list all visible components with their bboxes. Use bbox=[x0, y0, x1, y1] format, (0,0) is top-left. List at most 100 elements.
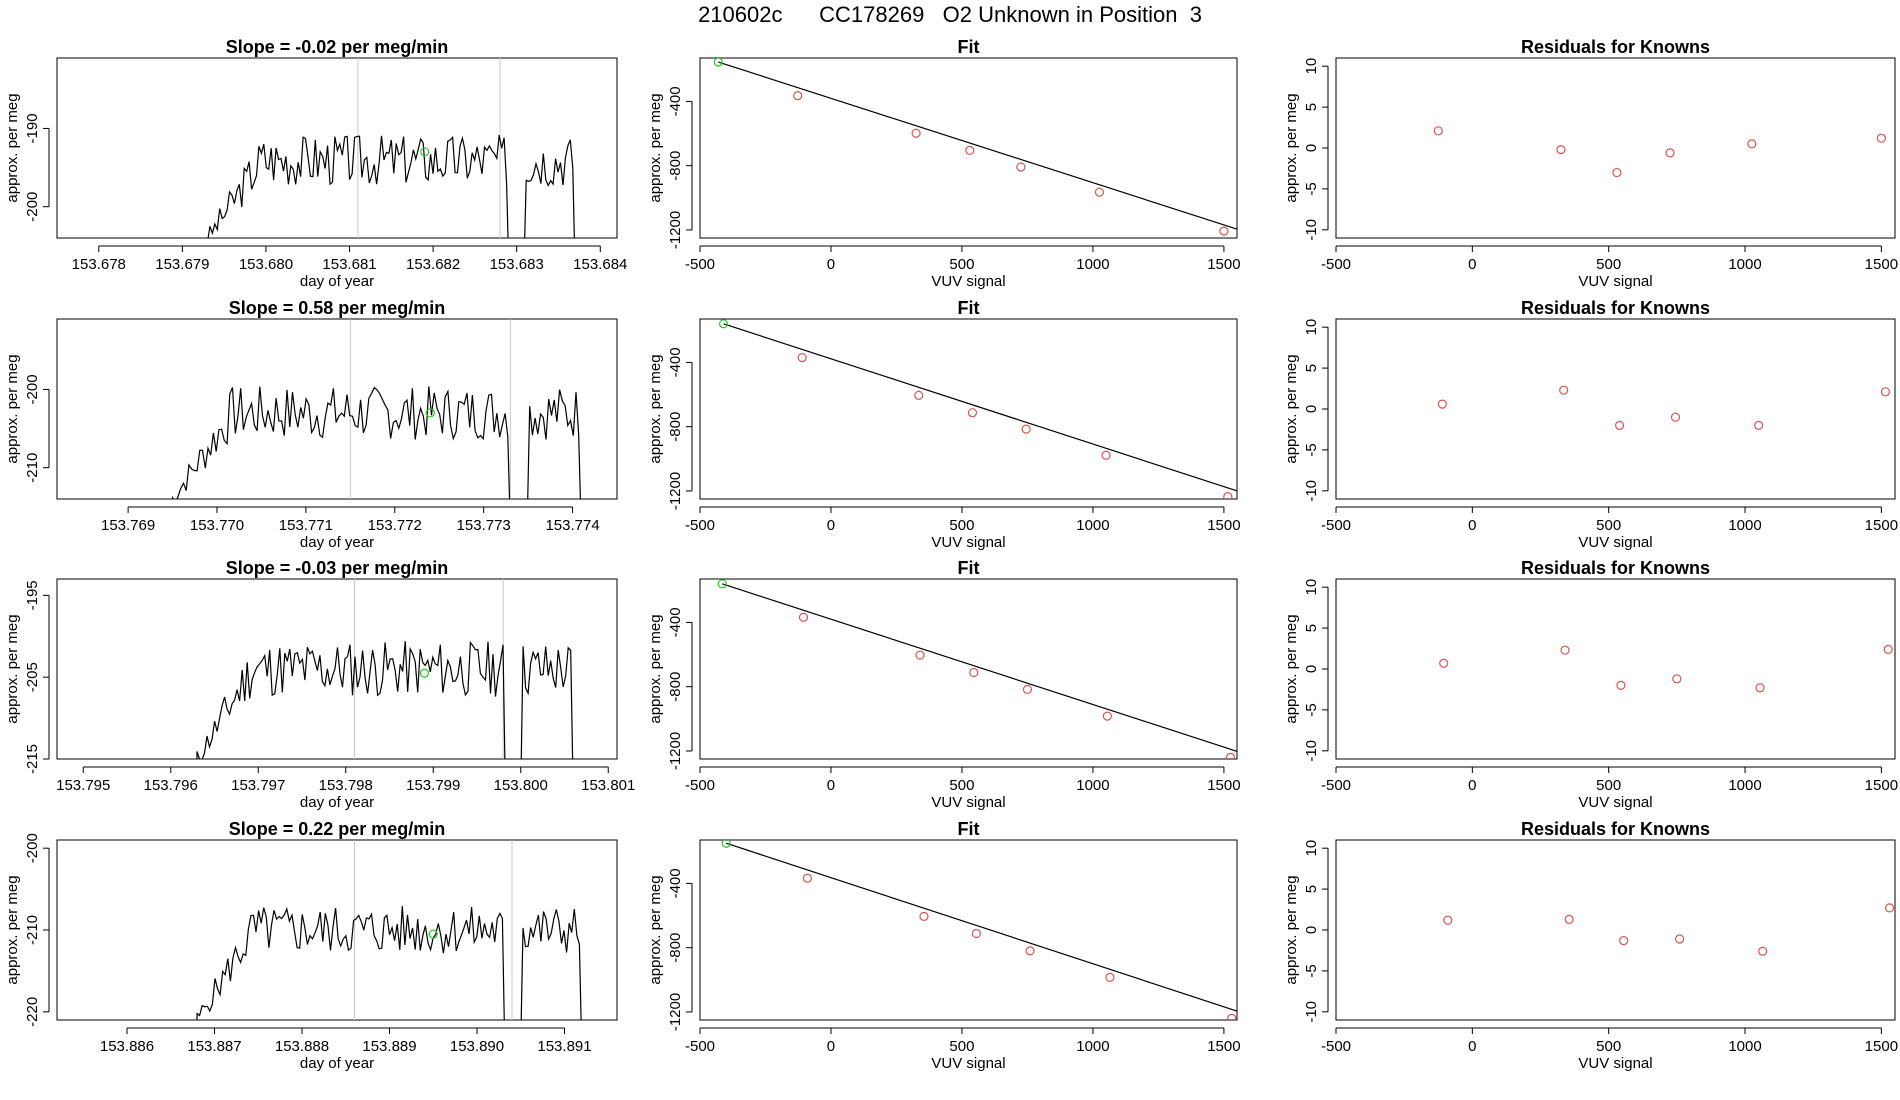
x-tick-label: 153.678 bbox=[72, 256, 126, 273]
x-tick-label: 153.888 bbox=[275, 1038, 329, 1055]
y-tick-label: -5 bbox=[1303, 703, 1320, 716]
x-tick-label: 0 bbox=[1468, 1038, 1476, 1055]
x-tick-label: 1500 bbox=[1865, 517, 1898, 534]
known-point bbox=[914, 390, 924, 400]
y-axis-label: approx. per meg bbox=[647, 614, 664, 723]
y-tick-label: -1200 bbox=[667, 211, 684, 249]
y-axis-label: approx. per meg bbox=[1283, 875, 1300, 984]
time-series-line bbox=[207, 134, 575, 238]
known-point bbox=[802, 873, 813, 883]
residual-point bbox=[1665, 148, 1675, 158]
residual-point bbox=[1439, 658, 1449, 668]
unknown-point bbox=[713, 58, 723, 67]
plot-frame bbox=[1335, 57, 1896, 239]
known-point bbox=[1025, 946, 1035, 956]
x-axis-label: VUV signal bbox=[1578, 273, 1652, 290]
residual-point bbox=[1880, 387, 1891, 397]
panel-title: Fit bbox=[958, 37, 980, 57]
residual-point bbox=[1614, 420, 1625, 430]
y-tick-label: -190 bbox=[24, 113, 41, 143]
residual-point bbox=[1559, 385, 1569, 395]
x-tick-label: 153.797 bbox=[231, 777, 285, 794]
x-axis-label: VUV signal bbox=[931, 794, 1005, 811]
x-tick-label: 1500 bbox=[1207, 777, 1240, 794]
plot-frame bbox=[699, 839, 1238, 1021]
plot-frame bbox=[1335, 839, 1896, 1021]
x-tick-label: 153.796 bbox=[144, 777, 198, 794]
x-tick-label: 500 bbox=[949, 1038, 974, 1055]
known-point bbox=[798, 612, 809, 622]
y-tick-label: -10 bbox=[1303, 219, 1320, 241]
known-point bbox=[1016, 162, 1026, 172]
x-tick-label: 1500 bbox=[1865, 256, 1898, 273]
panel-title: Residuals for Knowns bbox=[1521, 819, 1710, 839]
unknown-point bbox=[721, 840, 731, 848]
x-tick-label: 500 bbox=[949, 517, 974, 534]
y-tick-label: 10 bbox=[1303, 58, 1320, 75]
x-tick-label: 1500 bbox=[1865, 1038, 1898, 1055]
panel-title: Slope = -0.03 per meg/min bbox=[226, 558, 449, 578]
x-tick-label: 1000 bbox=[1076, 1038, 1109, 1055]
known-point bbox=[971, 928, 981, 939]
x-tick-label: 0 bbox=[1468, 256, 1476, 273]
known-point bbox=[1022, 684, 1033, 695]
panel-2-3: Residuals for Knowns -500 0 500 1000 1500 VUV … bbox=[1283, 298, 1898, 551]
x-tick-label: 153.683 bbox=[490, 256, 544, 273]
y-tick-label: -400 bbox=[667, 868, 684, 898]
plot-frame bbox=[1335, 318, 1896, 500]
known-point bbox=[969, 667, 979, 678]
panel-3-3: Residuals for Knowns -500 0 500 1000 1500 VUV … bbox=[1283, 558, 1898, 811]
x-tick-label: 0 bbox=[827, 1038, 835, 1055]
x-tick-label: 1000 bbox=[1728, 777, 1761, 794]
y-tick-label: -10 bbox=[1303, 740, 1320, 762]
known-point bbox=[911, 128, 921, 138]
x-tick-label: 153.801 bbox=[581, 777, 635, 794]
x-axis-label: VUV signal bbox=[1578, 794, 1652, 811]
y-tick-label: -400 bbox=[667, 347, 684, 377]
x-tick-label: 153.773 bbox=[457, 517, 511, 534]
x-tick-label: 500 bbox=[949, 777, 974, 794]
x-tick-label: -500 bbox=[685, 256, 715, 273]
y-tick-label: -5 bbox=[1303, 443, 1320, 456]
plot-area bbox=[713, 58, 1237, 236]
y-axis-label: approx. per meg bbox=[4, 93, 21, 202]
residual-point bbox=[1612, 167, 1622, 178]
x-axis-label: day of year bbox=[300, 1055, 374, 1072]
x-tick-label: -500 bbox=[685, 777, 715, 794]
y-tick-label: -210 bbox=[24, 915, 41, 945]
y-tick-label: -220 bbox=[24, 997, 41, 1027]
time-series-line bbox=[196, 641, 574, 759]
residual-point bbox=[1758, 946, 1768, 956]
plot-frame bbox=[1335, 578, 1896, 760]
y-tick-label: -10 bbox=[1303, 1001, 1320, 1023]
x-tick-label: -500 bbox=[685, 517, 715, 534]
panel-title: Fit bbox=[958, 819, 980, 839]
y-tick-label: -800 bbox=[667, 933, 684, 963]
y-tick-label: -200 bbox=[24, 833, 41, 863]
fit-line bbox=[726, 842, 1237, 1012]
panel-4-1: Slope = 0.22 per meg/min 153.886 153.887 15… bbox=[4, 819, 618, 1072]
panel-title: Fit bbox=[958, 558, 980, 578]
x-tick-label: -500 bbox=[685, 1038, 715, 1055]
known-point bbox=[1223, 491, 1233, 499]
unknown-point bbox=[718, 319, 729, 329]
y-tick-label: 10 bbox=[1303, 319, 1320, 336]
plot-frame bbox=[56, 839, 618, 1021]
plot-area bbox=[207, 58, 575, 238]
x-axis-label: day of year bbox=[300, 534, 374, 551]
y-tick-label: 5 bbox=[1303, 103, 1320, 111]
y-tick-label: -800 bbox=[667, 151, 684, 181]
known-point bbox=[1102, 711, 1112, 721]
y-tick-label: -210 bbox=[24, 453, 41, 483]
x-axis-label: VUV signal bbox=[931, 534, 1005, 551]
panel-1-3: Residuals for Knowns -500 0 500 1000 1500 VUV … bbox=[1283, 37, 1898, 290]
unknown-point bbox=[420, 147, 430, 157]
x-tick-label: 153.771 bbox=[279, 517, 333, 534]
x-axis-label: day of year bbox=[300, 273, 374, 290]
y-tick-label: -5 bbox=[1303, 964, 1320, 977]
plot-frame bbox=[56, 578, 618, 760]
y-tick-label: -400 bbox=[667, 607, 684, 637]
y-tick-label: -400 bbox=[667, 86, 684, 116]
residual-point bbox=[1672, 674, 1682, 684]
